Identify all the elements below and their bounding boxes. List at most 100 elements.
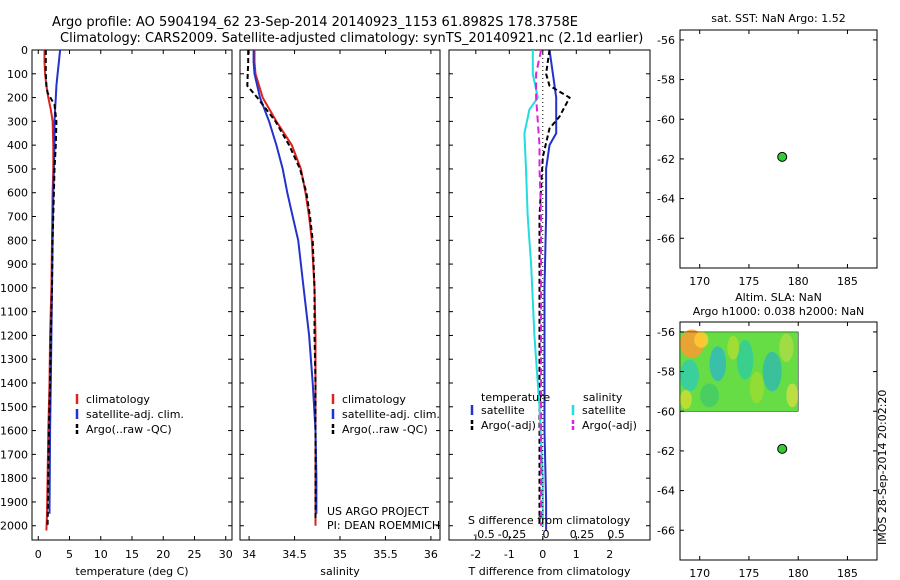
y-tick-label: 1900 xyxy=(0,496,28,509)
x-axis-label: T difference from climatology xyxy=(468,565,631,578)
legend-entry: climatology xyxy=(86,393,150,406)
series-line-satellite-adj--clim- xyxy=(252,50,318,514)
x-tick-label: 185 xyxy=(837,275,858,288)
figure-title-line1: Argo profile: AO 5904194_62 23-Sep-2014 … xyxy=(52,15,578,30)
legend-entry: Argo(..raw -QC) xyxy=(86,423,172,436)
y-tick-label: 800 xyxy=(7,234,28,247)
float-position-marker xyxy=(777,443,788,454)
x-tick-label: 36 xyxy=(424,548,438,561)
legend-entry: satellite xyxy=(582,404,626,417)
x-tick-label: 0 xyxy=(35,548,42,561)
x-tick-label: 30 xyxy=(219,548,233,561)
x-tick-label: 180 xyxy=(788,567,809,580)
s-tick-label: 0 xyxy=(543,528,550,541)
y-tick-label: 100 xyxy=(7,68,28,81)
x-axis-label: salinity xyxy=(320,565,360,578)
x-tick-label: 170 xyxy=(689,567,710,580)
top-x-axis-label: S difference from climatology xyxy=(468,514,631,527)
y-tick-label: -64 xyxy=(657,193,675,206)
map-frame xyxy=(679,29,878,269)
legend-entry: Argo(-adj) xyxy=(481,419,536,432)
s-tick-label: -0.5 xyxy=(473,528,494,541)
y-tick-label: 600 xyxy=(7,187,28,200)
panel-temperature: 0100200300400500600700800900100011001200… xyxy=(0,44,233,578)
x-tick-label: 25 xyxy=(188,548,202,561)
series-group xyxy=(246,50,318,526)
x-tick-label: 15 xyxy=(125,548,139,561)
y-tick-label: -62 xyxy=(657,445,675,458)
y-tick-label: -66 xyxy=(657,232,675,245)
x-tick-label: 2 xyxy=(606,548,613,561)
series-line-argo--adj- xyxy=(535,50,543,526)
y-tick-label: -60 xyxy=(657,405,675,418)
y-tick-label: 700 xyxy=(7,211,28,224)
y-tick-label: 0 xyxy=(21,44,28,57)
x-tick-label: 34.5 xyxy=(282,548,307,561)
series-group xyxy=(43,50,62,531)
y-tick-label: 900 xyxy=(7,258,28,271)
x-tick-label: 180 xyxy=(788,275,809,288)
y-tick-label: 1600 xyxy=(0,425,28,438)
series-group xyxy=(523,50,571,531)
series-line-satellite xyxy=(543,50,558,531)
y-tick-label: -60 xyxy=(657,113,675,126)
x-tick-label: 34 xyxy=(242,548,256,561)
s-tick-label: 0.25 xyxy=(570,528,595,541)
series-line-argo---raw--qc- xyxy=(44,50,58,526)
y-tick-label: 2000 xyxy=(0,520,28,533)
plot-frame xyxy=(31,49,233,541)
plot-frame xyxy=(448,49,651,541)
sla-anomaly-patch xyxy=(680,389,692,409)
legend-entry: satellite xyxy=(481,404,525,417)
panel-sla-map: -56 -58 -60 -62 -64 -66 170 175 180 185 Altim. SLA… xyxy=(657,291,878,580)
sla-anomaly-patch xyxy=(700,383,720,408)
y-tick-label: 1400 xyxy=(0,377,28,390)
y-tick-label: 1300 xyxy=(0,353,28,366)
sla-anomaly-patch xyxy=(727,335,740,360)
x-tick-label: 185 xyxy=(837,567,858,580)
sla-heatmap xyxy=(679,329,799,412)
sla-anomaly-patch xyxy=(762,351,782,392)
map-title: Altim. SLA: NaN xyxy=(735,291,822,304)
project-label: US ARGO PROJECT xyxy=(327,505,429,518)
x-tick-label: 35 xyxy=(333,548,347,561)
timestamp-label: IMOS 28-Sep-2014 20:02:20 xyxy=(876,390,889,545)
y-tick-label: -56 xyxy=(657,34,675,47)
sla-anomaly-patch xyxy=(694,331,709,348)
map-subtitle: Argo h1000: 0.038 h2000: NaN xyxy=(693,305,865,318)
y-tick-label: 1000 xyxy=(0,282,28,295)
legend-entry: climatology xyxy=(342,393,406,406)
legend-title-salinity: salinity xyxy=(583,391,623,404)
x-tick-label: 1 xyxy=(573,548,580,561)
y-tick-label: 300 xyxy=(7,115,28,128)
series-line-satellite-adj--clim- xyxy=(48,50,62,514)
x-tick-label: 10 xyxy=(94,548,108,561)
s-tick-label: -0.25 xyxy=(498,528,526,541)
y-tick-label: 500 xyxy=(7,163,28,176)
y-tick-label: 1800 xyxy=(0,472,28,485)
s-tick-label: 0.5 xyxy=(607,528,625,541)
x-tick-label: 20 xyxy=(156,548,170,561)
x-axis-label: temperature (deg C) xyxy=(75,565,188,578)
panel-sst-map: -56 -58 -60 -62 -64 -66 170 175 180 185 sat. SST: … xyxy=(657,12,878,288)
y-tick-label: -58 xyxy=(657,74,675,87)
float-position-marker xyxy=(777,151,788,162)
y-tick-label: 1200 xyxy=(0,329,28,342)
legend-entry: satellite-adj. clim. xyxy=(342,408,440,421)
legend-title-temperature: temperature xyxy=(481,391,550,404)
x-tick-label: 175 xyxy=(738,275,759,288)
x-tick-label: 0 xyxy=(539,548,546,561)
sla-anomaly-patch xyxy=(709,346,727,382)
y-tick-label: -56 xyxy=(657,326,675,339)
x-tick-label: 35.5 xyxy=(373,548,398,561)
y-tick-label: -66 xyxy=(657,524,675,537)
map-title: sat. SST: NaN Argo: 1.52 xyxy=(711,12,845,25)
x-tick-label: 5 xyxy=(66,548,73,561)
x-tick-label: 175 xyxy=(738,567,759,580)
panel-salinity: 34 34.5 35 35.5 36 salinity climatology satelli… xyxy=(239,49,441,578)
y-tick-label: 200 xyxy=(7,92,28,105)
y-tick-label: -58 xyxy=(657,366,675,379)
y-tick-label: -64 xyxy=(657,485,675,498)
sla-anomaly-patch xyxy=(736,339,754,380)
